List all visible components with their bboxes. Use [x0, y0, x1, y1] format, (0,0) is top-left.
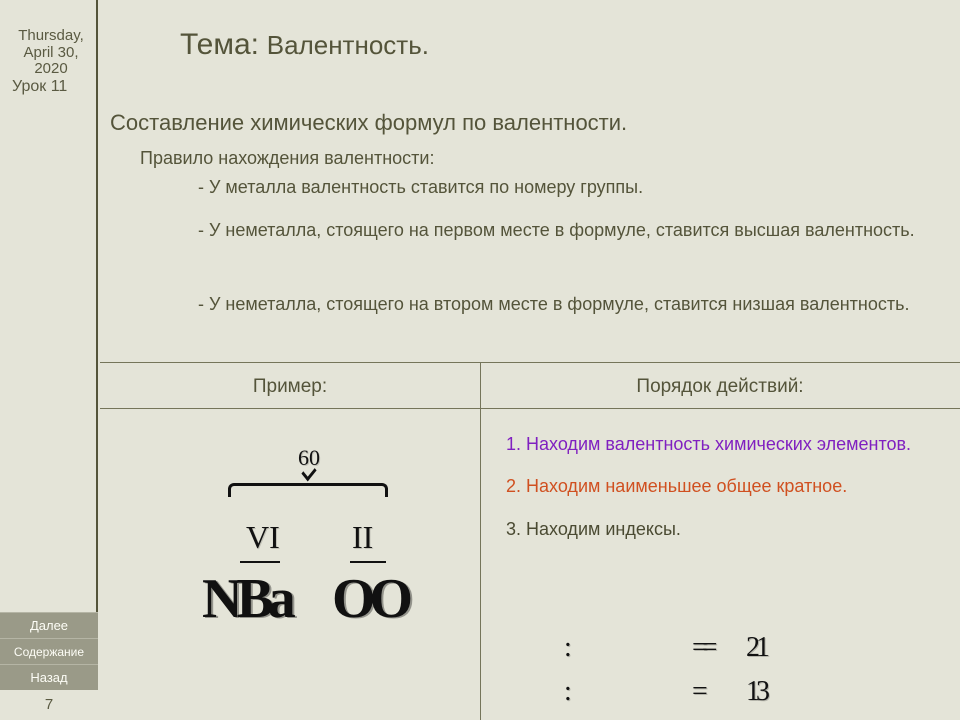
step-1: 1. Находим валентность химических элемен… [506, 432, 936, 456]
formula-element-left: NBa [202, 567, 290, 631]
eq1-result: 21 [746, 632, 766, 664]
date-line-2: April 30, [6, 45, 96, 62]
divider-top [100, 362, 960, 363]
formula-element-right: OO [332, 567, 407, 631]
main-content: Тема: Валентность. Составление химически… [100, 0, 960, 720]
subtitle: Составление химических формул по валентн… [110, 110, 627, 136]
underline-left-icon [240, 561, 280, 563]
eq1-equals: == [692, 632, 712, 664]
divider-vertical [480, 362, 481, 720]
title-line: Тема: Валентность. [180, 28, 429, 62]
rule-3: - У неметалла, стоящего на втором месте … [198, 292, 918, 317]
formula-roman-left: VI [246, 519, 280, 556]
title-prefix: Тема: [180, 28, 259, 61]
sidebar: Thursday, April 30, 2020 Урок 11 Далее С… [0, 0, 98, 720]
brace-icon [228, 483, 388, 497]
eq2-colon: : [564, 676, 572, 708]
steps-block: 1. Находим валентность химических элемен… [506, 432, 936, 559]
underline-right-icon [350, 561, 386, 563]
eq1-colon: : [564, 632, 572, 664]
rule-1: - У металла валентность ставится по номе… [198, 175, 918, 200]
divider-bottom [100, 408, 960, 409]
lesson-label: Урок 11 [12, 78, 67, 96]
date-line-3: 2020 [6, 61, 96, 78]
rule-2: - У неметалла, стоящего на первом месте … [198, 218, 918, 243]
step-3: 3. Находим индексы. [506, 517, 936, 541]
formula-roman-right: II [352, 519, 373, 556]
rule-label: Правило нахождения валентности: [140, 148, 434, 169]
column-head-example: Пример: [100, 376, 480, 398]
step-2: 2. Находим наименьшее общее кратное. [506, 474, 936, 498]
nav-block: Далее Содержание Назад 7 [0, 612, 98, 720]
nav-contents-button[interactable]: Содержание [0, 638, 98, 664]
date-block: Thursday, April 30, 2020 [6, 28, 96, 78]
page-number: 7 [0, 690, 98, 720]
column-head-steps: Порядок действий: [481, 376, 959, 398]
nav-next-button[interactable]: Далее [0, 612, 98, 638]
date-line-1: Thursday, [6, 28, 96, 45]
nav-back-button[interactable]: Назад [0, 664, 98, 690]
title-topic: Валентность. [267, 30, 429, 60]
eq2-result: 13 [746, 676, 766, 708]
eq2-equals: = [692, 676, 708, 708]
formula-area: 60 VI II NBa OO [100, 415, 480, 720]
